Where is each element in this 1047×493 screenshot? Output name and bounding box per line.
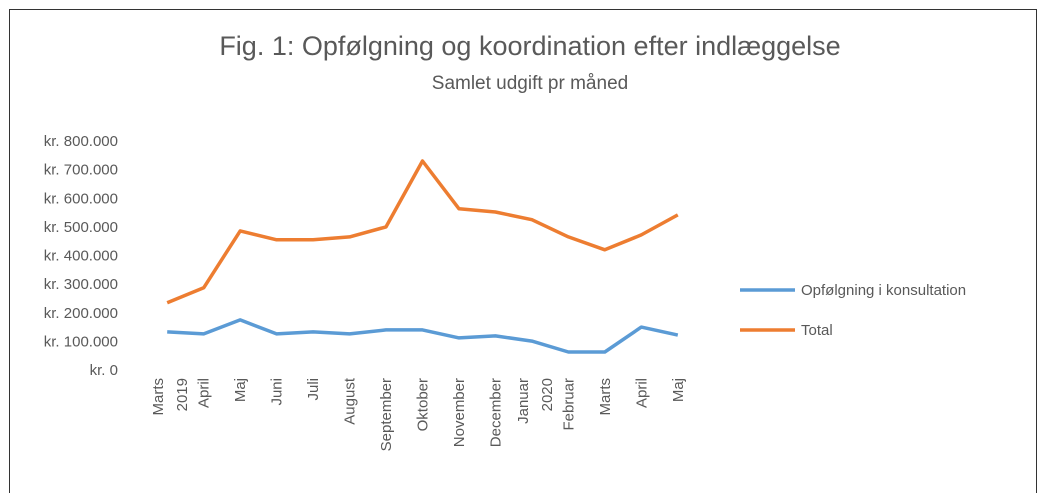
- chart-title: Fig. 1: Opfølgning og koordination efter…: [219, 31, 840, 61]
- x-tick-label: September: [378, 378, 395, 451]
- line-series: [166, 159, 679, 305]
- y-tick-label: kr. 200.000: [44, 305, 118, 322]
- x-tick-label: Juli: [305, 378, 322, 401]
- y-tick-label: kr. 800.000: [44, 133, 118, 150]
- line-series: [167, 318, 679, 354]
- x-tick-label: Maj: [670, 378, 687, 402]
- y-tick-label: kr. 100.000: [44, 333, 118, 350]
- x-tick-label: Juni: [269, 378, 286, 406]
- y-tick-label: kr. 300.000: [44, 276, 118, 293]
- x-tick-label: November: [451, 378, 468, 447]
- x-tick-label: Marts 2019: [150, 378, 191, 416]
- x-tick-label: April: [633, 378, 650, 408]
- x-tick-label: April: [196, 378, 213, 408]
- y-tick-label: kr. 400.000: [44, 248, 118, 265]
- legend-label: Total: [801, 322, 833, 339]
- x-tick-label: Marts: [597, 378, 614, 416]
- x-tick-label: Oktober: [415, 378, 432, 431]
- legend-label: Opfølgning i konsultation: [801, 282, 966, 299]
- y-tick-label: kr. 600.000: [44, 190, 118, 207]
- y-tick-label: kr. 0: [90, 362, 118, 379]
- y-tick-label: kr. 700.000: [44, 162, 118, 179]
- chart-border: [9, 9, 1037, 493]
- x-tick-label: Maj: [232, 378, 249, 402]
- x-tick-label: Januar 2020: [515, 378, 556, 424]
- chart-subtitle: Samlet udgift pr måned: [432, 73, 628, 94]
- x-tick-label: Februar: [560, 378, 577, 431]
- x-tick-label: December: [487, 378, 504, 447]
- y-tick-label: kr. 500.000: [44, 219, 118, 236]
- x-tick-label: August: [342, 377, 359, 425]
